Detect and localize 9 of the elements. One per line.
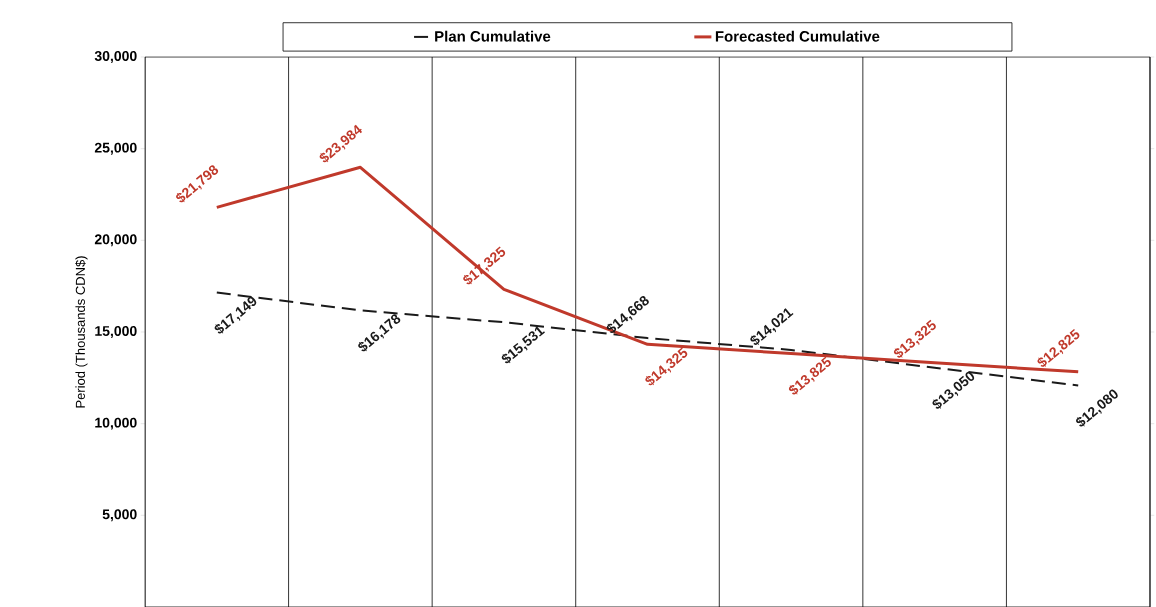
legend-label: Forecasted Cumulative (715, 30, 880, 42)
y-tick-label: 30,000 (94, 51, 137, 63)
legend-label: Plan Cumulative (435, 30, 551, 42)
y-tick-label: 5,000 (102, 509, 137, 522)
y-tick-label: 25,000 (94, 142, 137, 155)
y-axis-title: Period (Thousands CDN$) (75, 256, 88, 408)
y-tick-label: 20,000 (94, 234, 137, 247)
y-tick-label: 10,000 (95, 417, 137, 430)
y-tick-label: 15,000 (95, 326, 137, 338)
